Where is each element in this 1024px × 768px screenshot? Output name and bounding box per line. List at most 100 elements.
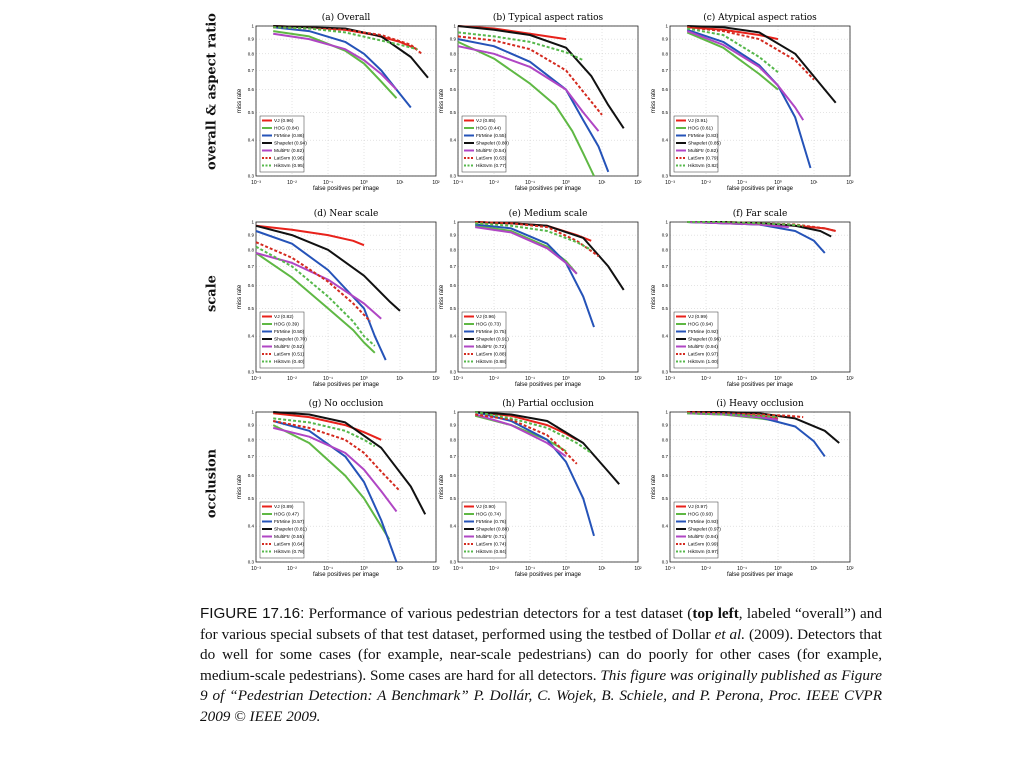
y-tick-label: 0.9	[662, 233, 669, 238]
legend-entry: VJ (0.97)	[688, 504, 708, 510]
x-axis-label: false positives per image	[313, 186, 380, 192]
y-tick-label: 1	[665, 410, 668, 415]
legend-entry: LatSvm (0.97)	[688, 352, 719, 358]
x-tick-label: 10¹	[396, 376, 404, 382]
plot-frame	[457, 411, 639, 563]
x-tick-label: 10⁰	[774, 376, 782, 382]
plot-frame	[457, 221, 639, 373]
y-tick-label: 0.3	[450, 370, 457, 375]
y-tick-label: 0.3	[662, 174, 669, 179]
y-tick-label: 0.3	[450, 560, 457, 565]
legend-entry: LatSvm (0.63)	[476, 156, 507, 162]
x-tick-label: 10⁻²	[489, 566, 499, 572]
plot-frame	[669, 221, 851, 373]
y-tick-label: 0.7	[450, 454, 457, 459]
y-tick-label: 1	[665, 24, 668, 29]
legend-entry: HikSvm (0.78)	[274, 549, 305, 555]
x-tick-label: 10⁰	[360, 566, 368, 572]
y-tick-label: 0.5	[248, 110, 255, 115]
legend-entry: VJ (0.96)	[274, 118, 294, 124]
y-tick-label: 0.4	[662, 334, 669, 339]
y-tick-label: 0.8	[662, 247, 669, 252]
y-tick-label: 0.6	[248, 473, 255, 478]
y-axis-label: miss rate	[439, 284, 445, 309]
y-tick-label: 0.8	[248, 437, 255, 442]
row-label-overall: overall & aspect ratio	[204, 13, 220, 170]
x-tick-label: 10¹	[396, 180, 404, 186]
caption-text-1: Performance of various pedestrian detect…	[304, 605, 693, 622]
x-tick-label: 10⁻²	[701, 376, 711, 382]
row-label-scale: scale	[204, 275, 220, 312]
legend-entry: HOG (0.93)	[688, 512, 713, 518]
legend-entry: Shapelet (0.80)	[476, 141, 509, 147]
y-tick-label: 0.8	[662, 437, 669, 442]
y-tick-label: 1	[453, 410, 456, 415]
y-tick-label: 0.7	[248, 264, 255, 269]
legend-entry: MultiFtr (0.52)	[274, 344, 304, 350]
plot-frame	[255, 411, 437, 563]
x-tick-label: 10⁰	[562, 566, 570, 572]
series-line-hiksvm	[475, 222, 592, 251]
y-tick-label: 1	[453, 220, 456, 225]
legend-entry: HOG (0.73)	[476, 322, 501, 328]
x-tick-label: 10⁻²	[489, 180, 499, 186]
caption-text-3: (2009). Detectors that do well for some …	[200, 625, 882, 684]
y-tick-label: 1	[453, 24, 456, 29]
legend-entry: HikSvm (0.77)	[476, 163, 507, 169]
legend-entry: MultiFtr (0.54)	[476, 148, 506, 154]
x-tick-label: 10⁰	[774, 566, 782, 572]
legend-entry: VJ (0.99)	[688, 314, 708, 320]
legend-entry: LatSvm (0.74)	[476, 542, 507, 548]
legend-entry: MultiFtr (0.94)	[688, 344, 718, 350]
x-tick-label: 10⁻¹	[525, 376, 535, 382]
series-line-shapelet	[687, 25, 837, 104]
x-tick-label: 10²	[634, 566, 642, 572]
y-tick-label: 0.9	[450, 37, 457, 42]
series-line-hiksvm	[687, 221, 804, 227]
y-axis-label: miss rate	[651, 474, 657, 499]
x-tick-label: 10¹	[810, 376, 818, 382]
series-line-shapelet	[457, 25, 625, 129]
legend-entry: HOG (0.61)	[688, 126, 713, 132]
chart-title: (b) Typical aspect ratios	[493, 12, 604, 23]
figure-caption: FIGURE 17.16: Performance of various ped…	[200, 604, 882, 727]
series-line-latsvm	[475, 413, 578, 465]
y-tick-label: 0.6	[248, 283, 255, 288]
y-tick-label: 0.5	[450, 306, 457, 311]
legend-entry: MultiFtr (0.72)	[476, 344, 506, 350]
caption-text-bold: top left	[692, 605, 739, 622]
series-line-hog	[457, 40, 595, 177]
x-tick-label: 10⁻³	[665, 376, 675, 382]
y-tick-label: 0.3	[248, 370, 255, 375]
legend-entry: Shapelet (0.96)	[688, 337, 721, 343]
y-tick-label: 0.7	[662, 68, 669, 73]
series-line-shapelet	[255, 224, 401, 312]
x-axis-label: false positives per image	[515, 382, 582, 388]
x-tick-label: 10⁻²	[489, 376, 499, 382]
series-line-hog	[255, 252, 376, 354]
y-tick-label: 0.7	[662, 264, 669, 269]
y-axis-label: miss rate	[237, 88, 243, 113]
series-line-latsvm	[273, 420, 401, 492]
chart-title: (c) Atypical aspect ratios	[703, 12, 817, 23]
legend-entry: FtrMine (0.76)	[476, 519, 507, 525]
series-line-latsvm	[687, 411, 804, 419]
x-tick-label: 10²	[432, 566, 440, 572]
legend-entry: HikSvm (0.95)	[274, 163, 305, 169]
legend-entry: HikSvm (0.88)	[476, 359, 507, 365]
y-tick-label: 0.5	[248, 496, 255, 501]
legend-entry: VJ (0.89)	[274, 504, 294, 510]
chart-panel: (a) Overall 10⁻³ 10⁻² 10⁻¹ 10⁰ 10¹ 10² 1 0.9 0.8 0…	[237, 12, 440, 192]
legend-entry: FtrMine (0.83)	[688, 133, 719, 139]
legend-entry: LatSvm (0.96)	[274, 156, 305, 162]
x-tick-label: 10²	[432, 376, 440, 382]
y-axis-label: miss rate	[439, 474, 445, 499]
chart-panel: (f) Far scale 10⁻³ 10⁻² 10⁻¹ 10⁰ 10¹ 10² 1 0.9 0.…	[651, 208, 854, 388]
legend-entry: HOG (0.47)	[274, 512, 299, 518]
charts-svg: (a) Overall 10⁻³ 10⁻² 10⁻¹ 10⁰ 10¹ 10² 1 0.9 0.8 0…	[237, 12, 854, 578]
y-tick-label: 0.4	[248, 524, 255, 529]
series-line-hiksvm	[687, 27, 779, 73]
legend-entry: Shapelet (0.81)	[274, 527, 307, 533]
x-axis-label: false positives per image	[313, 382, 380, 388]
y-tick-label: 0.5	[450, 496, 457, 501]
